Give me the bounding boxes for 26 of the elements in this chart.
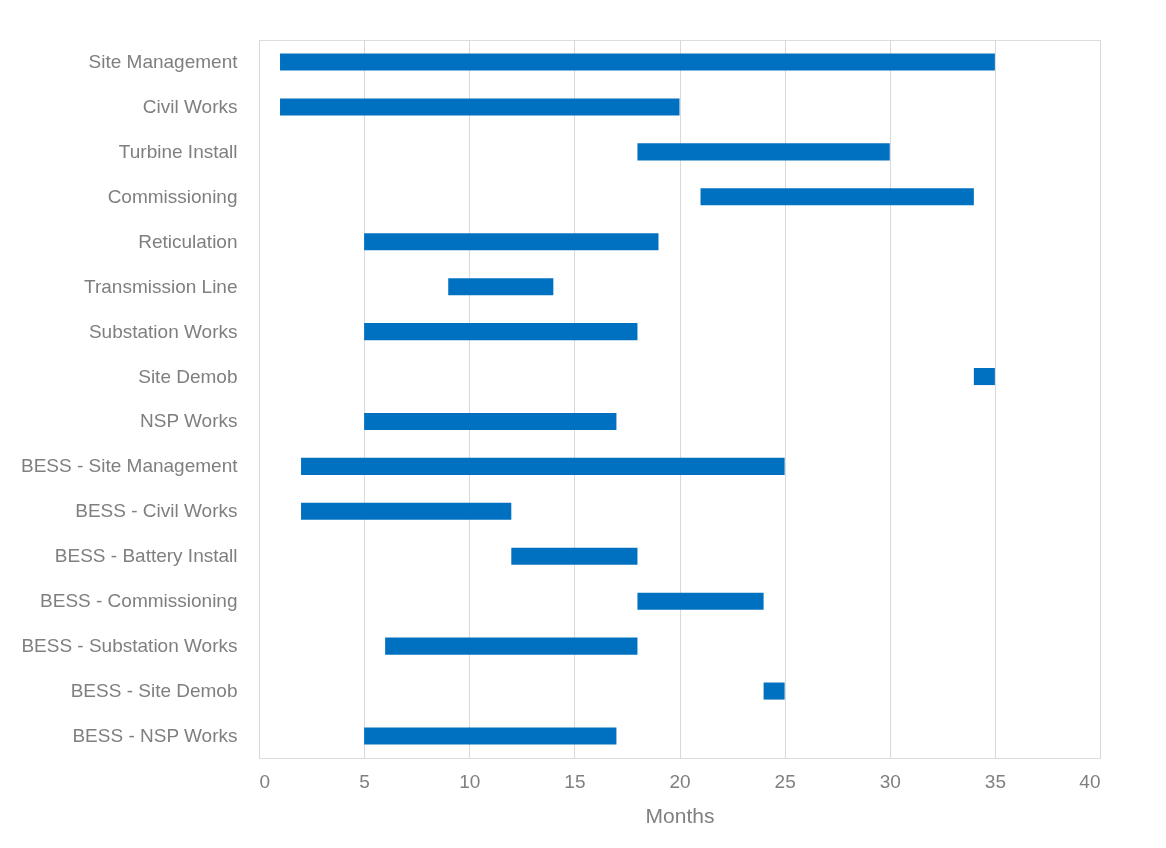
y-tick-label: Civil Works: [142, 95, 238, 117]
x-tick-label: 30: [879, 770, 901, 792]
y-tick-label: Transmission Line: [84, 275, 238, 297]
y-tick-label: Commissioning: [107, 185, 238, 207]
y-tick-label: BESS - Site Demob: [70, 680, 238, 702]
y-tick-label: BESS - Commissioning: [40, 590, 238, 612]
x-tick-label: 5: [359, 770, 370, 792]
x-tick-label: 35: [984, 770, 1006, 792]
x-axis-title: Months: [645, 803, 715, 827]
x-tick-label: 40: [1079, 770, 1101, 792]
y-tick-label: Turbine Install: [118, 140, 238, 162]
x-tick-label: 25: [774, 770, 796, 792]
y-tick-label: BESS - Substation Works: [21, 635, 238, 657]
y-tick-label: NSP Works: [140, 410, 238, 432]
x-tick-label: 10: [459, 770, 481, 792]
y-tick-label: BESS - Site Management: [21, 455, 239, 477]
y-tick-label: BESS - Civil Works: [75, 500, 238, 522]
x-tick-label: 15: [564, 770, 586, 792]
y-tick-label: BESS - NSP Works: [72, 724, 238, 746]
x-tick-label: 0: [259, 770, 271, 792]
y-tick-label: Substation Works: [88, 320, 238, 342]
y-tick-label: Site Management: [88, 51, 239, 73]
y-tick-label: Site Demob: [138, 365, 238, 387]
x-tick-label: 20: [669, 770, 691, 792]
y-tick-label: Reticulation: [138, 230, 238, 252]
y-tick-label: BESS - Battery Install: [54, 545, 238, 567]
